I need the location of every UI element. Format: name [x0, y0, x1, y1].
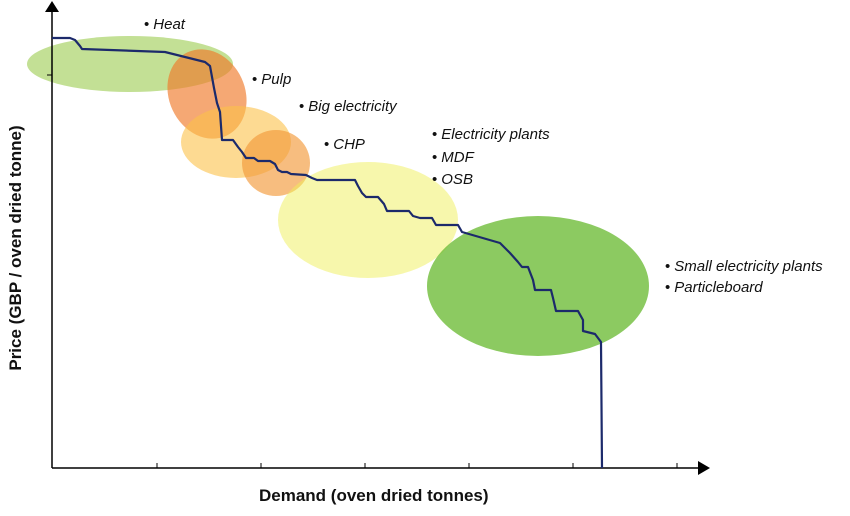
electricity-plants-segment-ellipse — [278, 162, 458, 278]
demand-curve — [52, 36, 604, 469]
bullet-icon: • — [299, 98, 305, 115]
label-particleboard-text: Particleboard — [674, 279, 763, 296]
label-heat-text: Heat — [153, 16, 185, 33]
x-axis-ticks — [156, 463, 678, 468]
label-osb-text: OSB — [441, 171, 473, 188]
bullet-icon: • — [432, 171, 438, 188]
axes — [51, 10, 700, 469]
label-pulp: • Pulp — [252, 71, 291, 88]
bullet-icon: • — [432, 126, 438, 143]
label-electricity-plants: • Electricity plants — [432, 126, 550, 143]
y-axis-arrowhead — [45, 1, 59, 12]
x-axis-arrowhead — [698, 461, 710, 475]
label-small-electricity-plants-text: Small electricity plants — [674, 258, 823, 275]
label-big-electricity: • Big electricity — [299, 98, 397, 115]
label-osb: • OSB — [432, 171, 473, 188]
chp-segment-ellipse — [242, 130, 310, 196]
label-mdf-text: MDF — [441, 149, 474, 166]
label-chp: • CHP — [324, 136, 365, 153]
bullet-icon: • — [324, 136, 330, 153]
small-electricity-segment-ellipse — [427, 216, 649, 356]
label-heat: • Heat — [144, 16, 185, 33]
y-axis-title: Price (GBP / oven dried tonne) — [6, 125, 25, 371]
label-chp-text: CHP — [333, 136, 365, 153]
bullet-icon: • — [432, 149, 438, 166]
bullet-icon: • — [665, 258, 671, 275]
label-small-electricity-plants: • Small electricity plants — [665, 258, 823, 275]
bullet-icon: • — [252, 71, 258, 88]
bullet-icon: • — [665, 279, 671, 296]
label-electricity-plants-text: Electricity plants — [441, 126, 550, 143]
bullet-icon: • — [144, 16, 150, 33]
label-mdf: • MDF — [432, 149, 474, 166]
label-pulp-text: Pulp — [261, 71, 292, 88]
label-big-electricity-text: Big electricity — [308, 98, 397, 115]
x-axis-title: Demand (oven dried tonnes) — [259, 486, 489, 505]
label-particleboard: • Particleboard — [665, 279, 763, 296]
